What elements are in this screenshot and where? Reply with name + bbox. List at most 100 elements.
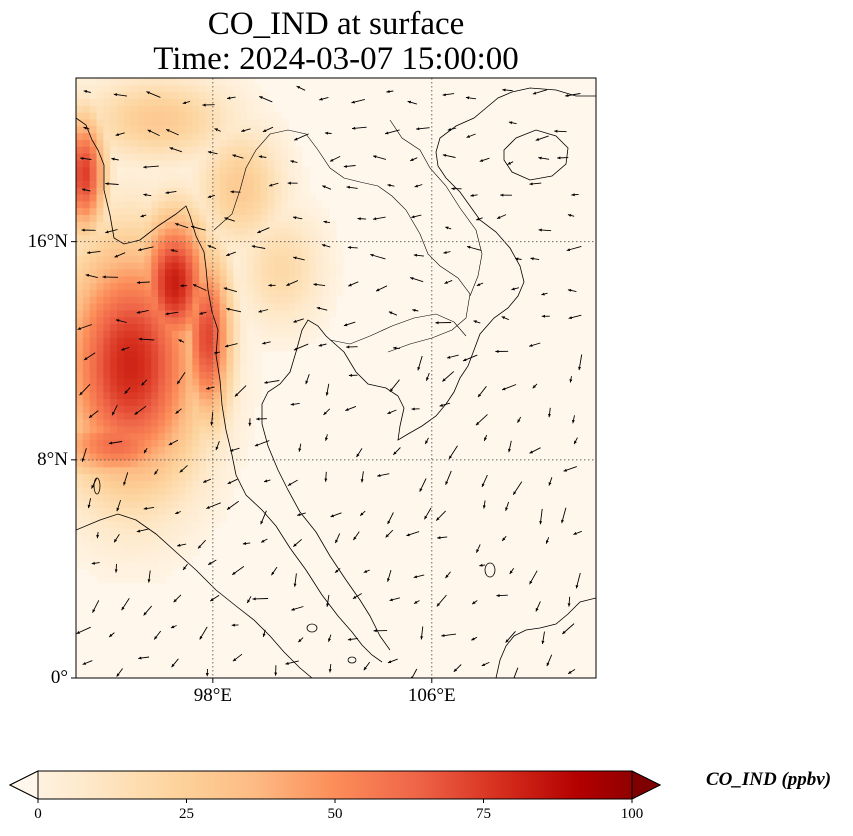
field-cell (178, 146, 187, 154)
field-cell (76, 275, 84, 284)
field-cell (315, 228, 323, 236)
field-cell (226, 105, 234, 113)
field-cell (253, 159, 262, 168)
field-cell (192, 180, 200, 188)
coastline-hainan (503, 129, 569, 181)
field-cell (233, 282, 241, 290)
field-cell (192, 480, 200, 488)
field-cell (144, 507, 152, 515)
field-cell (76, 296, 84, 304)
field-cell (110, 343, 118, 352)
wind-arrow (296, 512, 306, 516)
field-cell (96, 112, 104, 120)
field-cell (219, 146, 228, 154)
wind-arrow (76, 626, 91, 635)
field-cell (240, 153, 248, 161)
field-cell (274, 112, 282, 120)
field-cell (219, 480, 228, 488)
field-cell (240, 268, 248, 277)
field-cell (226, 173, 234, 181)
field-cell (158, 91, 166, 100)
field-cell (137, 575, 146, 584)
field-cell (199, 412, 207, 420)
field-cell (294, 207, 303, 215)
field-cell (253, 350, 262, 359)
field-cell (130, 425, 139, 434)
field-cell (171, 303, 180, 311)
wind-arrow (360, 471, 364, 483)
field-cell (151, 193, 159, 202)
field-cell (151, 282, 159, 290)
field-cell (233, 378, 241, 386)
field-cell (137, 432, 146, 440)
field-cell (199, 214, 207, 222)
field-cell (274, 275, 282, 284)
field-cell (206, 487, 214, 495)
field-cell (144, 112, 152, 120)
field-cell (247, 200, 255, 209)
field-cell (123, 466, 132, 475)
field-cell (123, 562, 132, 570)
field-cell (137, 459, 146, 468)
field-cell (288, 268, 296, 277)
field-cell (260, 153, 269, 161)
field-cell (123, 521, 132, 529)
field-cell (103, 173, 111, 181)
field-cell (158, 405, 166, 413)
field-cell (130, 228, 139, 236)
field-cell (151, 241, 159, 250)
wind-arrow (176, 371, 186, 385)
wind-arrow (262, 126, 274, 133)
field-cell (247, 391, 255, 400)
field-cell (336, 268, 344, 277)
field-cell (76, 562, 84, 570)
field-cell (89, 398, 98, 406)
field-cell (212, 105, 221, 113)
field-cell (294, 255, 303, 263)
field-cell (219, 159, 228, 168)
field-cell (185, 309, 193, 318)
field-cell (151, 78, 159, 86)
field-cell (164, 473, 173, 481)
field-cell (206, 268, 214, 277)
field-cell (117, 289, 125, 297)
field-cell (123, 487, 132, 495)
field-cell (103, 132, 111, 140)
field-cell (123, 541, 132, 550)
field-cell (110, 296, 118, 304)
wind-arrow (359, 510, 366, 517)
field-cell (233, 200, 241, 209)
field-cell (247, 262, 255, 270)
field-cell (185, 500, 193, 509)
field-cell (103, 528, 111, 536)
field-cell (267, 214, 276, 222)
field-cell (82, 364, 91, 372)
field-cell (301, 255, 310, 263)
field-cell (240, 337, 248, 345)
field-cell (274, 207, 282, 215)
field-cell (110, 371, 118, 379)
field-cell (212, 173, 221, 181)
wind-arrow (502, 88, 513, 92)
field-cell (130, 98, 139, 106)
wind-arrow (546, 654, 553, 667)
field-cell (158, 296, 166, 304)
field-cell (82, 391, 91, 400)
field-cell (301, 275, 310, 284)
field-cell (240, 187, 248, 195)
field-cell (219, 500, 228, 509)
field-cell (103, 159, 111, 168)
field-cell (219, 323, 228, 331)
field-cell (240, 296, 248, 304)
field-cell (233, 337, 241, 345)
wind-arrow (209, 594, 220, 602)
field-cell (151, 187, 159, 195)
field-cell (103, 303, 111, 311)
field-cell (226, 146, 234, 154)
field-cell (185, 248, 193, 256)
field-cell (329, 289, 337, 297)
field-cell (171, 555, 180, 563)
field-cell (226, 91, 234, 100)
field-cell (144, 91, 152, 100)
field-cell (226, 255, 234, 263)
